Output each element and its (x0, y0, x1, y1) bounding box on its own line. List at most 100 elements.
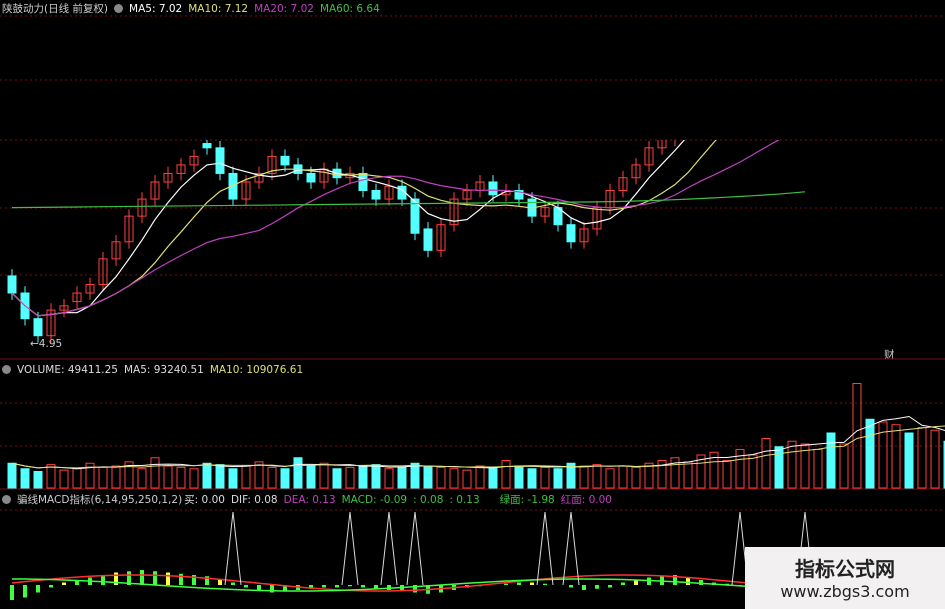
macd-bar (322, 585, 326, 588)
volume-bar (189, 468, 199, 489)
settings-circle-icon[interactable] (114, 4, 124, 13)
candle (7, 275, 17, 294)
buy-signal-spike (562, 511, 580, 586)
volume-bar (293, 457, 303, 489)
ma60-label: MA60: 6.64 (319, 3, 380, 15)
buy-label: 买: 0.00 (184, 494, 225, 506)
volume-bar (163, 465, 173, 489)
macd-bar (634, 580, 638, 585)
watermark-url: www.zbgs3.com (780, 582, 910, 601)
candle (215, 147, 225, 174)
macd-bar (192, 575, 196, 585)
volume-bar (696, 454, 706, 489)
volume-bar (98, 466, 108, 489)
volume-bar (384, 468, 394, 489)
volume-bar (488, 466, 498, 489)
candle (111, 241, 121, 260)
candle (540, 207, 550, 217)
macd-bar (530, 582, 534, 585)
volume-bar (904, 432, 914, 489)
candle (671, 122, 679, 139)
candle (189, 155, 199, 166)
macd-bar (283, 585, 287, 592)
buy-signal-spike (536, 511, 554, 586)
ma60-line (11, 191, 806, 209)
volume-bar (215, 464, 225, 489)
red-area-label: 红面: 0.00 (560, 494, 612, 506)
volume-bar (46, 464, 56, 489)
macd-bar (218, 580, 222, 585)
volume-bar (657, 460, 667, 489)
volume-label: VOLUME: 49411.25 (17, 364, 118, 376)
buy-signal-spike (341, 511, 359, 586)
volume-bar (514, 465, 524, 489)
macd-bar (270, 585, 274, 593)
candle (254, 172, 264, 183)
side-label: 财 (884, 349, 895, 361)
candle (762, 37, 770, 46)
candle (579, 228, 589, 243)
volume-bar (371, 464, 381, 489)
macd-bar (569, 585, 573, 588)
volume-bar (475, 465, 485, 489)
volume-bar (137, 468, 147, 489)
candle (384, 185, 394, 200)
volume-bar (358, 465, 368, 489)
candle (72, 292, 82, 303)
candle (137, 198, 147, 217)
ma5-label: MA5: 7.02 (129, 3, 183, 15)
candle (98, 258, 108, 285)
candle (618, 177, 628, 192)
candle (488, 181, 498, 196)
volume-bar (280, 468, 290, 489)
volume-bar (72, 468, 82, 489)
dea-line (11, 578, 806, 592)
volume-bar (540, 466, 550, 489)
volume-bar (228, 468, 238, 489)
macd-bar (127, 571, 131, 585)
settings-circle-icon[interactable] (2, 495, 11, 504)
candle (775, 37, 783, 54)
candle (436, 224, 446, 251)
volume-bar (527, 468, 537, 489)
candle (85, 283, 95, 294)
vol-ma5-label: MA5: 93240.51 (123, 364, 204, 376)
candle (267, 155, 277, 174)
price-panel (7, 37, 806, 343)
candle (150, 181, 160, 200)
candle (697, 88, 705, 105)
macd-bar (49, 585, 53, 588)
volume-ma5-line (11, 415, 945, 470)
candle (723, 62, 731, 79)
candle (33, 318, 43, 337)
macd-bar (244, 585, 248, 588)
macd-bar (621, 582, 625, 585)
buy-signal-spike (380, 511, 398, 586)
macd-value-1: : 0.08 (413, 494, 444, 506)
settings-circle-icon[interactable] (2, 365, 11, 374)
candle (684, 105, 692, 122)
volume-bar (813, 449, 823, 489)
candle (163, 172, 173, 183)
candle (710, 79, 718, 88)
ma10-line (11, 140, 717, 317)
volume-bar (735, 449, 745, 489)
macd-bar (153, 571, 157, 585)
macd-bar (335, 585, 339, 588)
macd-bar (699, 580, 703, 585)
volume-bar (332, 468, 342, 489)
volume-bar (111, 465, 121, 489)
volume-bar (59, 469, 69, 489)
volume-ma10-line (11, 425, 945, 469)
volume-bar (345, 466, 355, 489)
volume-bar (644, 462, 654, 489)
volume-bar (930, 429, 940, 489)
macd-bar (23, 585, 27, 598)
macd-bar (101, 575, 105, 585)
volume-bar (722, 460, 732, 489)
macd-bar (413, 585, 417, 593)
volume-bar (605, 468, 615, 489)
volume-bar (800, 443, 810, 489)
macd-bar (504, 583, 508, 585)
